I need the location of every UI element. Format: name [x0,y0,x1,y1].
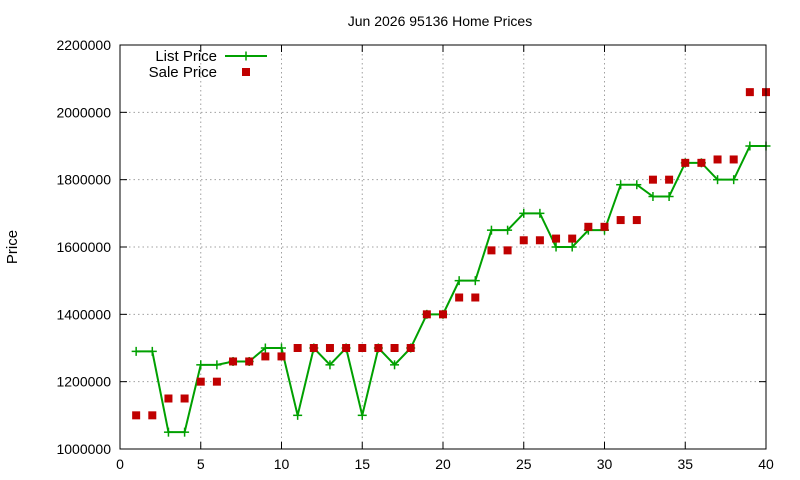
sale-price-point [648,175,657,184]
x-tick-label: 0 [116,456,124,472]
sale-price-point [261,352,270,361]
y-tick-label: 2000000 [56,104,111,120]
y-axis-label: Price [4,230,21,264]
chart-title: Jun 2026 95136 Home Prices [348,13,532,29]
grid-layer [120,45,766,449]
list-price-point [486,225,496,235]
y-tick-label: 1200000 [56,374,111,390]
list-price-point [454,276,464,286]
sale-price-point [196,377,205,386]
sale-price-point [245,357,254,366]
legend-label-sale-price: Sale Price [149,64,217,81]
sale-price-point [697,158,706,167]
list-price-point [390,360,400,370]
x-tick-label: 25 [516,456,532,472]
x-tick-label: 5 [197,456,205,472]
sale-price-point [455,293,464,302]
y-tick-label: 1400000 [56,306,111,322]
sale-price-point [164,394,173,403]
sale-price-point [519,236,528,245]
sale-price-point [229,357,238,366]
list-price-point [163,427,173,437]
tick-layer: 0 5 10 15 20 25 30 35 40 1000000 1200000 1400000 160… [56,37,774,472]
list-price-point [357,410,367,420]
list-price-point [551,242,561,252]
list-price-point [260,343,270,353]
sale-price-point [390,344,399,352]
list-price-point [277,343,286,353]
sale-price-point [487,246,496,255]
legend-label-list-price: List Price [155,48,217,65]
list-price-point [745,141,755,151]
y-tick-label: 1600000 [56,239,111,255]
sale-price-point [503,246,512,255]
list-price-point [131,346,141,356]
sale-price-point [132,411,141,420]
sale-price-point [729,155,738,164]
series-layer [131,88,771,437]
y-tick-label: 1800000 [56,172,111,188]
x-tick-label: 40 [758,456,774,472]
sale-price-point [552,234,561,243]
sale-price-point [745,88,754,97]
x-tick-label: 20 [435,456,451,472]
sale-price-point [439,310,447,319]
sale-price-point [293,344,302,352]
sale-price-point [616,216,625,225]
legend-swatch-list-price-marker [241,51,251,61]
list-price-point [503,225,513,235]
list-price-point [664,192,674,201]
sale-price-point [471,293,480,302]
list-price-point [293,410,303,420]
sale-price-point [309,344,318,352]
x-tick-label: 10 [274,456,290,472]
sale-price-point [568,234,577,243]
list-price-point [212,360,222,370]
list-price-point [729,175,739,185]
list-price-point [535,208,545,218]
x-tick-label: 35 [677,456,693,472]
sale-price-point [406,344,415,352]
sale-price-point [277,352,286,361]
sale-price-point [584,222,593,231]
list-price-point [196,360,206,370]
sale-price-point [374,344,383,352]
list-price-point [147,346,157,356]
x-tick-label: 15 [354,456,370,472]
list-price-point [632,180,642,190]
sale-price-point [600,222,609,231]
sale-price-point [681,158,690,167]
sale-price-point [358,344,367,352]
sale-price-point [148,411,157,420]
list-price-point [519,208,529,218]
sale-price-point [632,216,641,225]
x-tick-label: 30 [597,456,613,472]
y-tick-label: 1000000 [56,441,111,457]
list-price-point [648,192,658,201]
sale-price-point [535,236,544,245]
y-tick-label: 2200000 [56,37,111,53]
list-price-point [616,180,626,190]
sale-price-point [325,344,334,352]
sale-price-point [713,155,722,164]
sale-price-point [422,310,431,319]
list-price-point [470,276,480,286]
list-price-point [325,360,335,370]
list-price-point [567,242,577,252]
series-line-list-price [136,145,766,434]
list-price-point [713,175,723,185]
sale-price-point [342,344,351,352]
sale-price-point [665,175,674,184]
sale-price-point [212,377,221,386]
sale-price-point [180,394,189,403]
legend-swatch-sale-price [242,68,250,76]
list-price-point [180,427,190,437]
